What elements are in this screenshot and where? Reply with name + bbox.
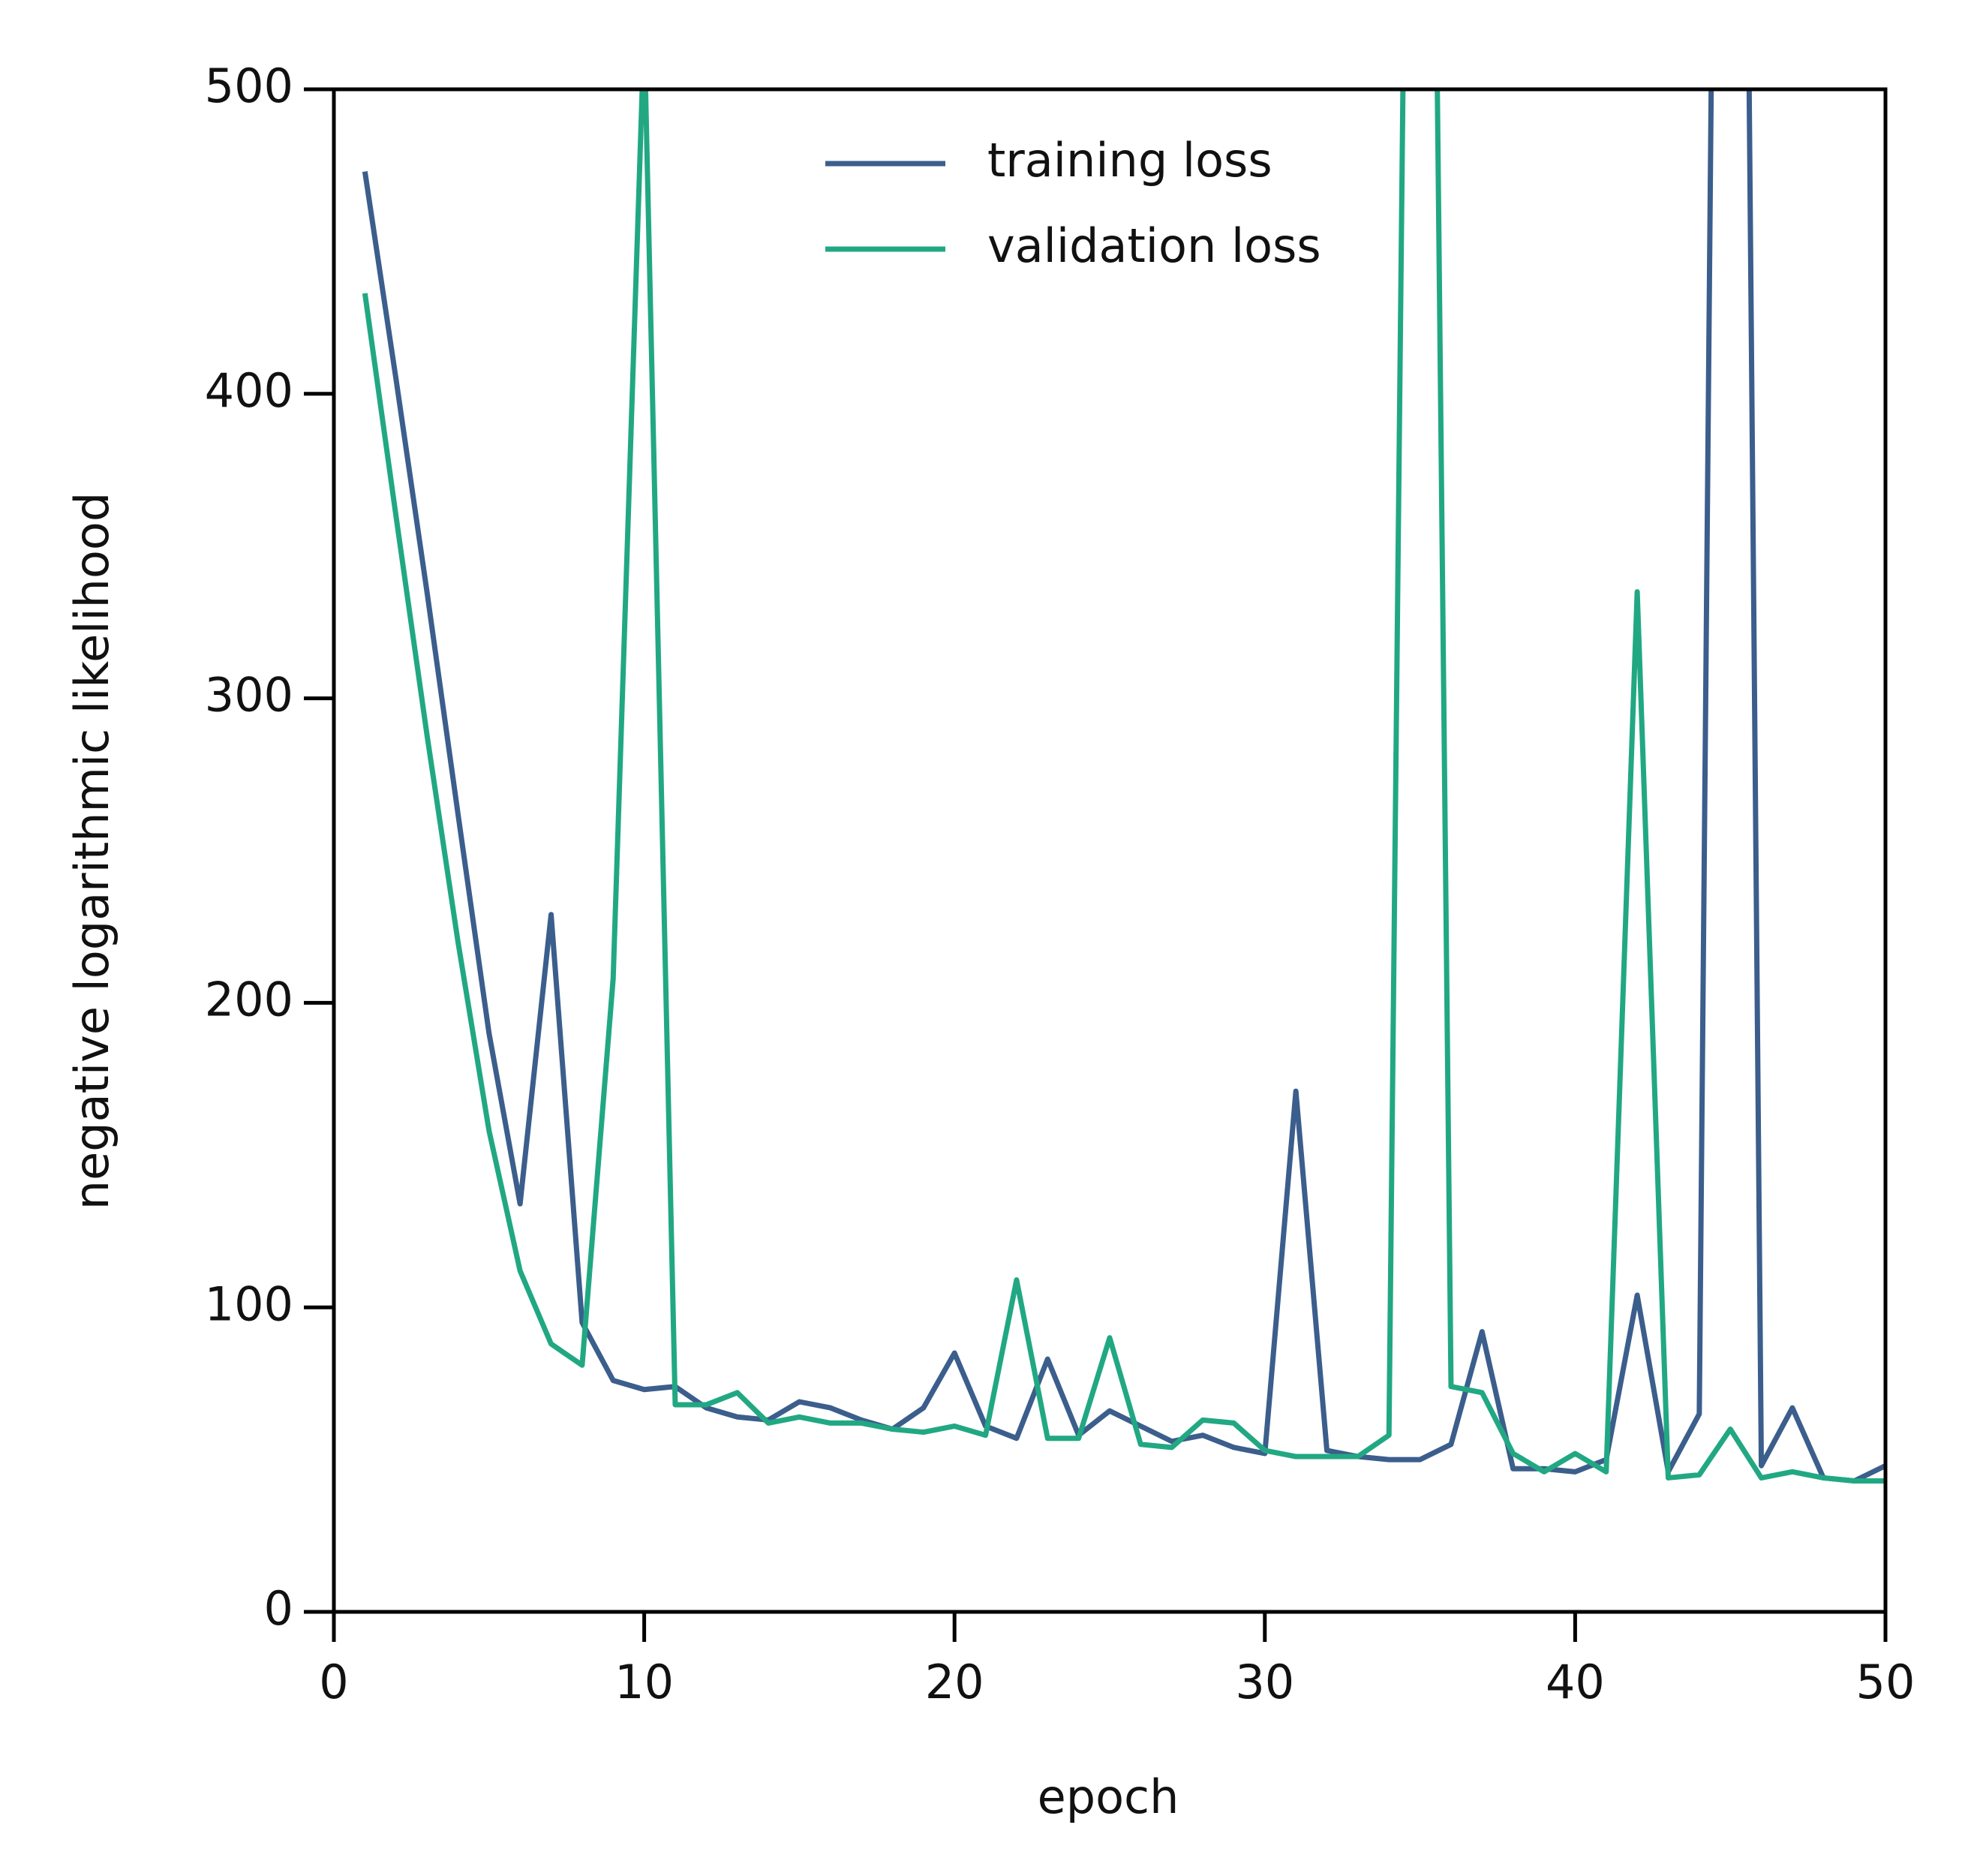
y-tick-label: 200 [205, 972, 293, 1027]
x-tick-label: 10 [614, 1655, 674, 1709]
x-tick-label: 20 [925, 1655, 984, 1709]
y-tick-label: 500 [205, 59, 293, 113]
x-tick-label: 0 [319, 1655, 348, 1709]
y-tick-label: 100 [205, 1276, 293, 1331]
legend-label: validation loss [987, 218, 1321, 273]
y-tick-label: 300 [205, 668, 293, 723]
data-line [362, 89, 1885, 1484]
x-tick-label: 30 [1235, 1655, 1294, 1709]
legend-label: training loss [987, 133, 1272, 188]
y-tick-label: 400 [205, 363, 293, 418]
y-tick-label: 0 [264, 1581, 293, 1636]
x-tick-label: 50 [1856, 1655, 1915, 1709]
x-tick-label: 40 [1546, 1655, 1605, 1709]
axes-frame [332, 87, 1888, 1614]
y-axis-label: negative logarithmic likelihood [65, 492, 119, 1210]
plot-area [362, 89, 1885, 1484]
x-axis-label: epoch [1038, 1769, 1179, 1824]
data-line [362, 89, 1885, 1484]
